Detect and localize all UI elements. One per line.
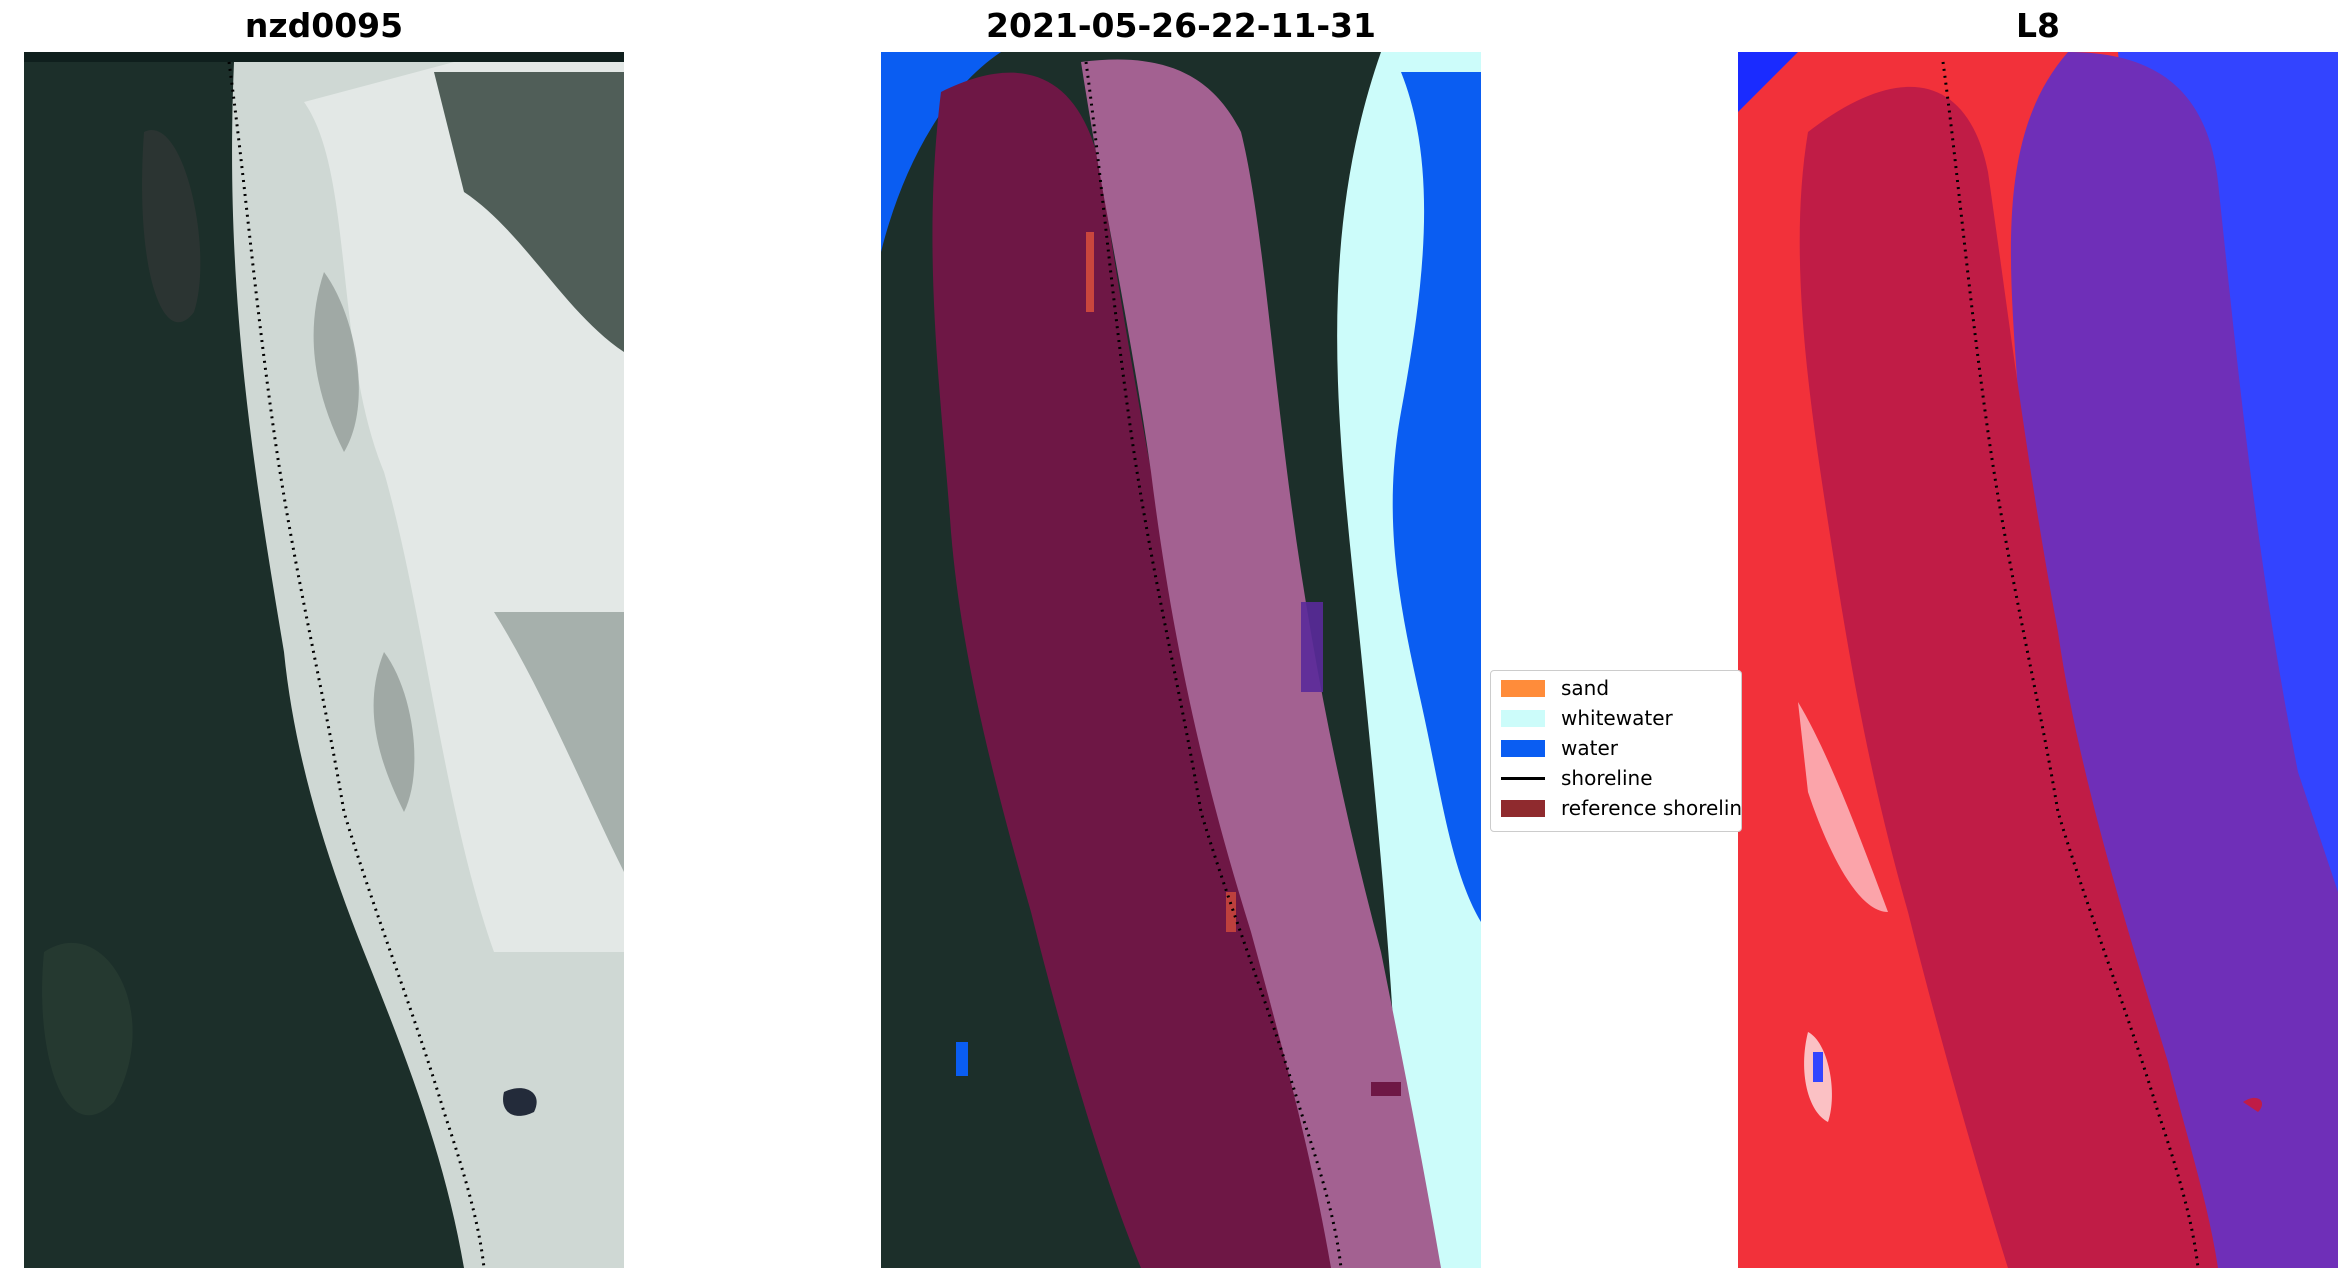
legend-line-shoreline (1501, 776, 1545, 780)
legend-swatch-sand (1501, 679, 1545, 697)
legend-item-whitewater: whitewater (1491, 705, 1673, 731)
legend-label-reference-shoreline: reference shoreline (1561, 796, 1742, 820)
classification-panel (881, 52, 1481, 1268)
legend-swatch-reference-shoreline (1501, 799, 1545, 817)
panel-title-classification: 2021-05-26-22-11-31 (986, 6, 1376, 45)
legend: sand whitewater water shoreline referenc… (1490, 670, 1742, 832)
legend-label-shoreline: shoreline (1561, 766, 1653, 790)
legend-item-reference-shoreline: reference shoreline (1491, 795, 1742, 821)
rgb-image (24, 52, 624, 1268)
rgb-image-panel (24, 52, 624, 1268)
legend-label-whitewater: whitewater (1561, 706, 1673, 730)
panel-title-l8: L8 (2016, 6, 2060, 45)
legend-item-shoreline: shoreline (1491, 765, 1653, 791)
legend-swatch-water (1501, 739, 1545, 757)
l8-image (1738, 52, 2338, 1268)
l8-panel (1738, 52, 2338, 1268)
legend-label-sand: sand (1561, 676, 1610, 700)
classification-image (881, 52, 1481, 1268)
panel-title-rgb: nzd0095 (244, 6, 404, 45)
legend-label-water: water (1561, 736, 1618, 760)
legend-item-sand: sand (1491, 675, 1609, 701)
legend-swatch-whitewater (1501, 709, 1545, 727)
legend-item-water: water (1491, 735, 1618, 761)
